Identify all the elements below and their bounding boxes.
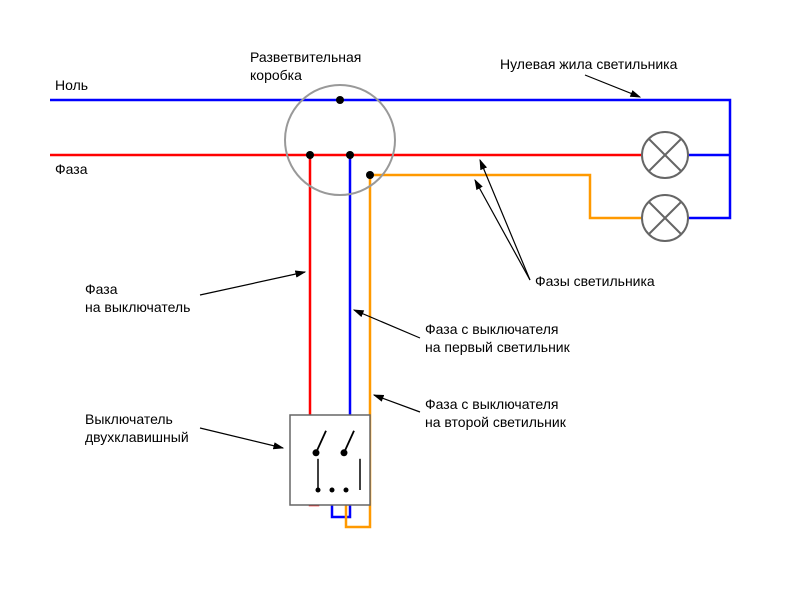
label-phase-first-lamp: Фаза с выключателя на первый светильник [425, 320, 570, 356]
label-junction-box: Разветвительная коробка [250, 48, 361, 84]
label-phase: Фаза [55, 160, 87, 178]
label-phase-second-lamp: Фаза с выключателя на второй светильник [425, 395, 566, 431]
label-lamp-phases: Фазы светильника [535, 272, 655, 290]
label-phase-to-switch: Фаза на выключатель [85, 280, 190, 316]
label-null: Ноль [55, 76, 88, 94]
label-null-lamp: Нулевая жила светильника [500, 55, 677, 73]
label-switch: Выключатель двухклавишный [85, 410, 189, 446]
